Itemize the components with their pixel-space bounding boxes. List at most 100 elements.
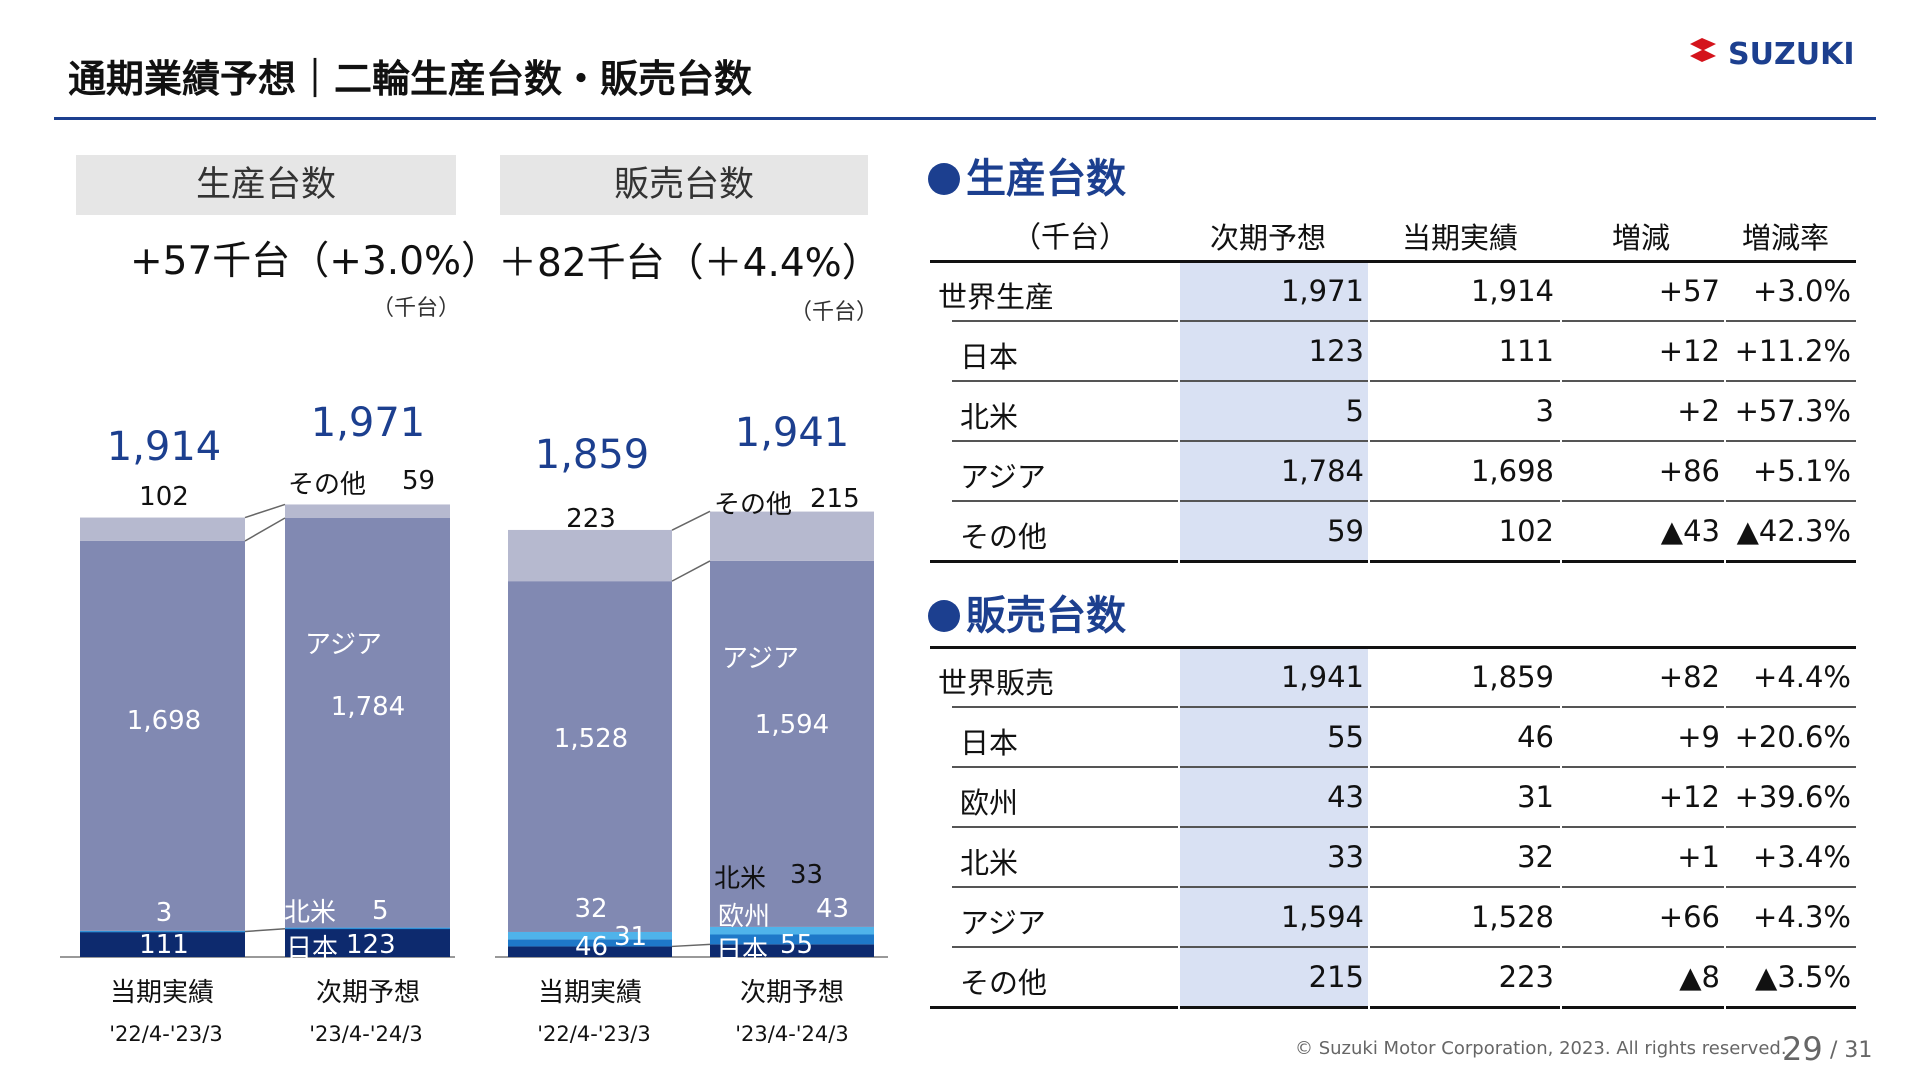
column-header-forecast: 次期予想	[1210, 221, 1327, 255]
sales-other-name-forecast: その他	[714, 490, 793, 520]
table-cell: 102	[1498, 514, 1554, 548]
row-divider	[1180, 1006, 1368, 1009]
row-divider	[1562, 946, 1724, 948]
row-divider	[1370, 380, 1560, 382]
table-cell: 1,941	[1280, 660, 1364, 694]
row-label: 北米	[960, 846, 1019, 880]
bar-connector-line	[244, 928, 286, 933]
row-divider	[1562, 560, 1724, 563]
column-header-actual: 当期実績	[1402, 221, 1519, 255]
table-cell: ▲8	[1679, 960, 1720, 994]
sales-period-forecast: '23/4-'24/3	[735, 1022, 849, 1046]
production-total-forecast: 1,971	[310, 400, 426, 446]
table-cell: 55	[1327, 720, 1364, 754]
bar-segment-sales-1	[710, 511, 874, 561]
table-cell: +9	[1677, 720, 1720, 754]
row-divider	[1726, 500, 1856, 502]
row-divider	[1726, 766, 1856, 768]
sales-table-title: 販売台数	[928, 583, 1126, 641]
row-divider	[1370, 826, 1560, 828]
row-divider	[1180, 440, 1368, 442]
prod-japan-value-forecast: 123	[346, 930, 396, 960]
forecast-column-highlight	[1180, 262, 1368, 562]
table-cell: +82	[1658, 660, 1720, 694]
page-title: 通期業績予想｜二輪生産台数・販売台数	[68, 57, 753, 101]
row-label: その他	[960, 966, 1048, 1000]
table-cell: +86	[1658, 454, 1720, 488]
bar-connector-line	[671, 943, 711, 948]
prod-na-value-forecast: 5	[372, 896, 389, 926]
prod-japan-value-actual: 111	[139, 930, 189, 960]
row-divider	[1726, 826, 1856, 828]
sales-japan-value-forecast: 55	[780, 930, 814, 960]
table-cell: +66	[1658, 900, 1720, 934]
row-divider	[1370, 1006, 1560, 1009]
row-divider	[1180, 946, 1368, 948]
stacked-bar-charts	[60, 503, 888, 958]
row-divider	[1180, 826, 1368, 828]
sales-europe-value-actual: 31	[614, 922, 648, 952]
row-divider	[1370, 500, 1560, 502]
row-label: アジア	[960, 460, 1046, 494]
row-divider	[1370, 766, 1560, 768]
row-label: 北米	[960, 400, 1019, 434]
row-divider	[1370, 440, 1560, 442]
sales-unit: （千台）	[790, 300, 879, 325]
sales-period-actual: '22/4-'23/3	[537, 1022, 651, 1046]
table-cell: 1,698	[1470, 454, 1554, 488]
row-divider	[1180, 766, 1368, 768]
table-cell: 31	[1517, 780, 1554, 814]
bar-connector-line	[244, 503, 286, 519]
bar-segment-sales-1	[710, 944, 874, 957]
table-cell: 5	[1345, 394, 1364, 428]
forecast-column-highlight	[1180, 648, 1368, 1008]
row-divider	[1726, 320, 1856, 322]
column-header-change-rate: 増減率	[1742, 221, 1830, 255]
sales-na-value-forecast: 33	[790, 860, 824, 890]
table-cell: +11.2%	[1734, 334, 1851, 368]
production-table-title: 生産台数	[928, 146, 1126, 204]
prod-asia-name-forecast: アジア	[305, 630, 382, 660]
row-divider	[1180, 320, 1368, 322]
column-header-change: 増減	[1612, 221, 1671, 255]
bar-connector-line	[244, 517, 286, 542]
bar-connector-line	[671, 560, 711, 582]
table-cell: +39.6%	[1734, 780, 1851, 814]
table-cell: 3	[1535, 394, 1554, 428]
row-divider	[952, 946, 1178, 948]
row-divider	[1562, 706, 1724, 708]
row-divider	[1726, 380, 1856, 382]
prod-other-name-forecast: その他	[288, 470, 367, 500]
bar-segment-production-1	[285, 504, 450, 519]
table-cell: +57.3%	[1734, 394, 1851, 428]
sales-other-value-actual: 223	[566, 504, 616, 534]
row-label: その他	[960, 520, 1048, 554]
brand-name: SUZUKI	[1728, 37, 1855, 72]
table-cell: 1,859	[1470, 660, 1554, 694]
sales-other-value-forecast: 215	[810, 484, 860, 514]
row-label: アジア	[960, 906, 1046, 940]
row-divider	[1562, 826, 1724, 828]
sales-total-forecast: 1,941	[734, 410, 850, 456]
production-table-top-rule	[930, 260, 1856, 263]
prod-japan-name-forecast: 日本	[286, 934, 339, 964]
table-cell: ▲43	[1660, 514, 1720, 548]
sales-panel-label: 販売台数	[500, 155, 868, 215]
row-divider	[1562, 440, 1724, 442]
table-cell: 123	[1308, 334, 1364, 368]
sales-europe-name-forecast: 欧州	[718, 902, 771, 932]
suzuki-logo: SUZUKI	[1690, 37, 1855, 72]
bar-connector-line	[671, 510, 711, 531]
sales-europe-value-forecast: 43	[816, 894, 850, 924]
table-cell: 1,914	[1470, 274, 1554, 308]
row-divider	[1180, 886, 1368, 888]
page-total: / 31	[1830, 1038, 1873, 1063]
production-period-forecast: '23/4-'24/3	[309, 1022, 423, 1046]
bar-segment-sales-0	[508, 939, 672, 947]
row-label: 欧州	[960, 786, 1019, 820]
row-label: 日本	[960, 726, 1019, 760]
bar-segment-sales-1	[710, 934, 874, 945]
row-divider	[930, 560, 1178, 563]
prod-other-value-actual: 102	[139, 482, 189, 512]
row-label: 世界生産	[938, 280, 1055, 314]
